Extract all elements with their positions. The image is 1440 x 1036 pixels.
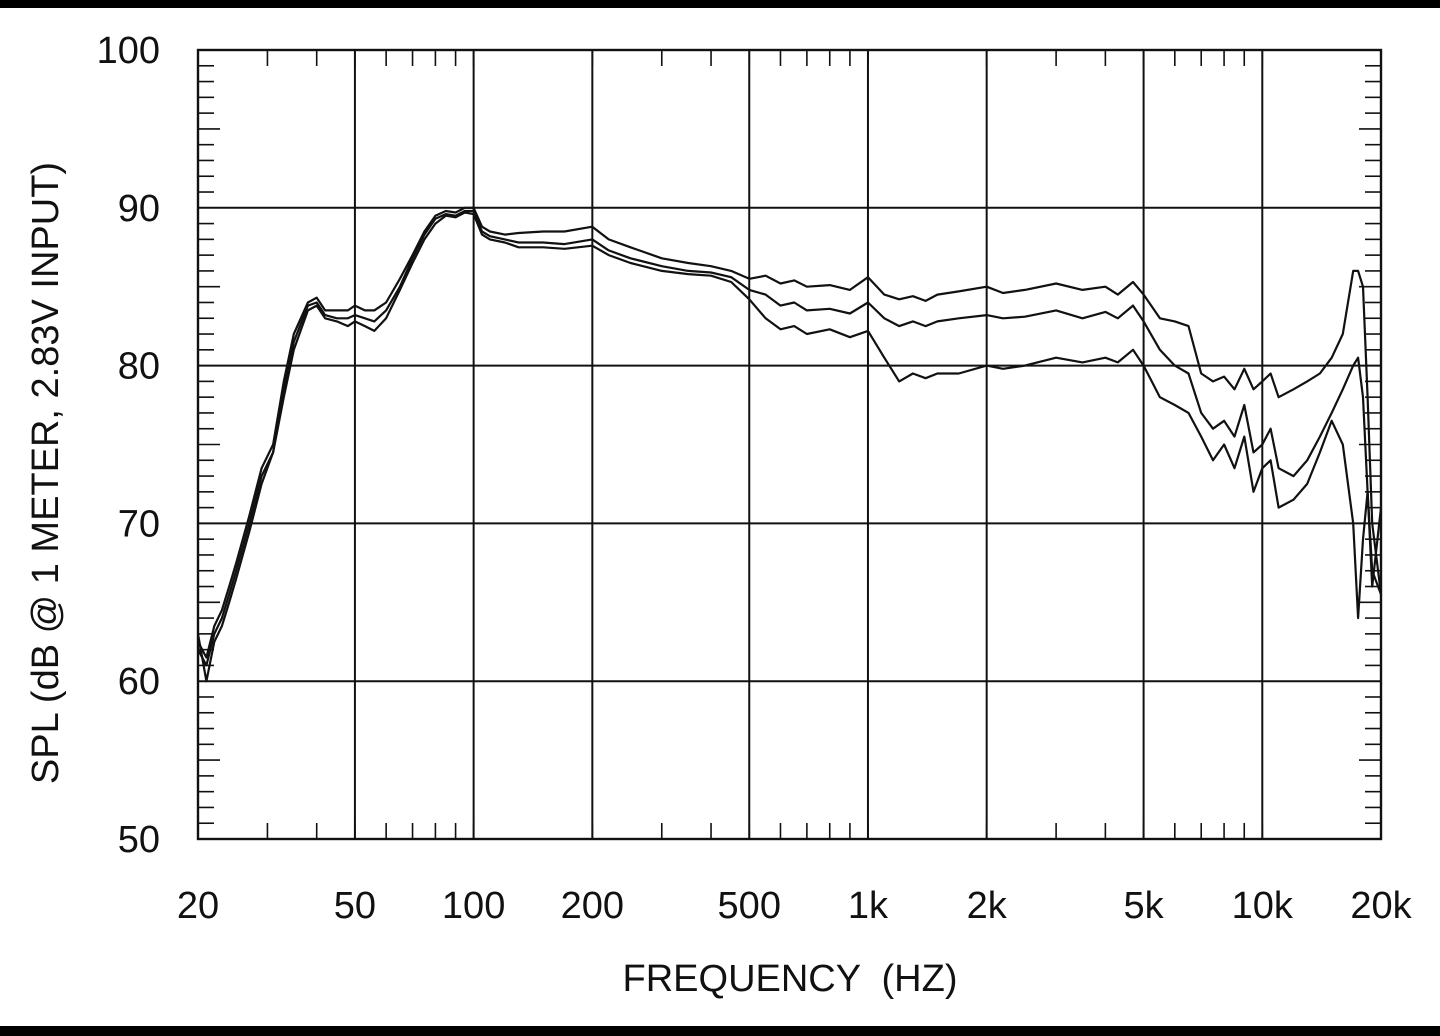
x-axis-label: FREQUENCY (HZ): [623, 958, 958, 1000]
x-tick-label: 500: [718, 885, 781, 927]
y-axis-label: SPL (dB @ 1 METER, 2.83V INPUT): [25, 162, 67, 784]
x-tick-labels: 20 50 100 200 500 1k 2k 5k 10k 20k: [177, 885, 1413, 927]
curves: [196, 206, 1383, 683]
x-tick-label: 200: [561, 885, 624, 927]
response-curve-3: [196, 211, 1383, 683]
y-tick-label: 90: [118, 188, 160, 230]
y-tick-label: 80: [118, 346, 160, 388]
x-tick-label: 5k: [1124, 885, 1165, 927]
frequency-response-chart: 20 50 100 200 500 1k 2k 5k 10k 20k 5060708090100 …: [25, 30, 1413, 1000]
x-tick-label: 100: [442, 885, 505, 927]
chart-frame: 20 50 100 200 500 1k 2k 5k 10k 20k 50 60 70 80 90 100 …: [0, 8, 1440, 1026]
x-tick-label: 10k: [1232, 885, 1294, 927]
x-tick-label: 1k: [848, 885, 889, 927]
response-curve-1: [197, 206, 1383, 659]
x-tick-label: 50: [334, 885, 376, 927]
y-tick-label: 60: [118, 661, 160, 703]
y-tick-labels: 50 60 70 80 90 100: [97, 30, 160, 861]
y-tick-label: 50: [118, 819, 160, 861]
plot-area-border: [196, 48, 1383, 841]
x-tick-label: 20: [177, 885, 219, 927]
grid: [197, 49, 1382, 840]
response-curve-2: [197, 209, 1383, 667]
x-tick-label: 20k: [1350, 885, 1412, 927]
y-tick-label: 70: [118, 503, 160, 545]
y-tick-label: 100: [97, 30, 160, 72]
x-tick-label: 2k: [967, 885, 1008, 927]
